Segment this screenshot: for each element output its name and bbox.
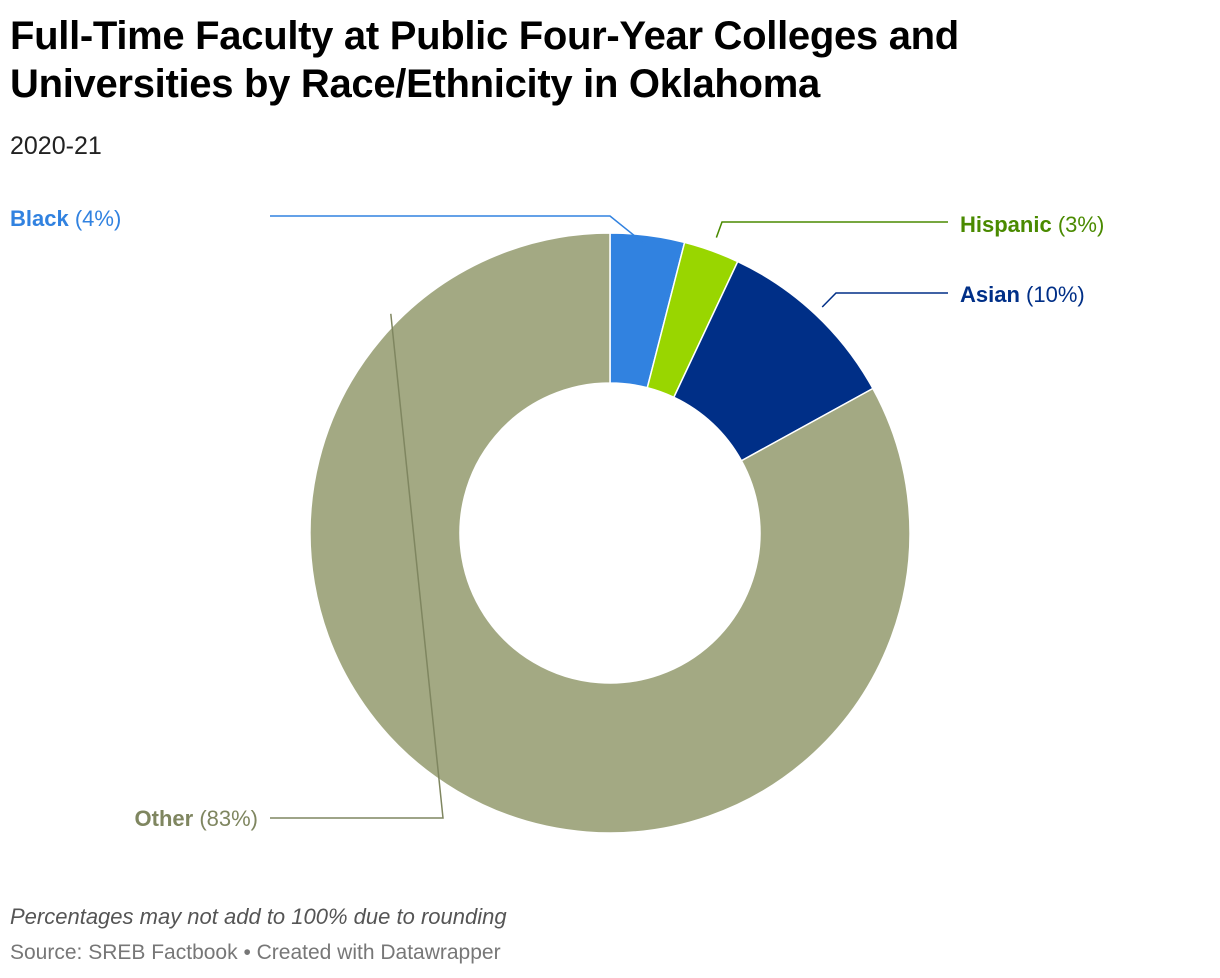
slice-label-name: Asian (960, 282, 1020, 307)
chart-subtitle: 2020-21 (10, 132, 102, 160)
donut-chart: Black (4%) Hispanic (3%) Asian (10%) Other … (10, 206, 1104, 834)
leader-line-black (270, 215, 647, 246)
slice-label-asian: Asian (10%) (960, 282, 1085, 307)
slice-label-value: (4%) (69, 206, 122, 231)
slice-label-other: Other (83%) (135, 806, 258, 831)
label-leader-lines (270, 215, 948, 819)
source-line: Source: SREB Factbook • Created with Dat… (10, 941, 501, 964)
slice-label-hispanic: Hispanic (3%) (960, 212, 1104, 237)
leader-line-asian (821, 292, 948, 308)
slice-label-name: Black (10, 206, 69, 231)
slice-label-value: (3%) (1052, 212, 1105, 237)
slice-label-value: (10%) (1020, 282, 1085, 307)
leader-line-other (270, 313, 444, 819)
slice-label-value: (83%) (193, 806, 258, 831)
slice-other (309, 232, 911, 834)
chart-title: Full-Time Faculty at Public Four-Year Co… (10, 14, 959, 106)
slice-label-black: Black (4%) (10, 206, 121, 231)
rounding-note: Percentages may not add to 100% due to r… (10, 904, 507, 929)
slice-labels: Black (4%) Hispanic (3%) Asian (10%) Other … (10, 206, 1104, 831)
leader-line-hispanic (715, 221, 948, 238)
donut-slices (309, 232, 911, 834)
slice-label-name: Hispanic (960, 212, 1052, 237)
slice-label-name: Other (135, 806, 194, 831)
